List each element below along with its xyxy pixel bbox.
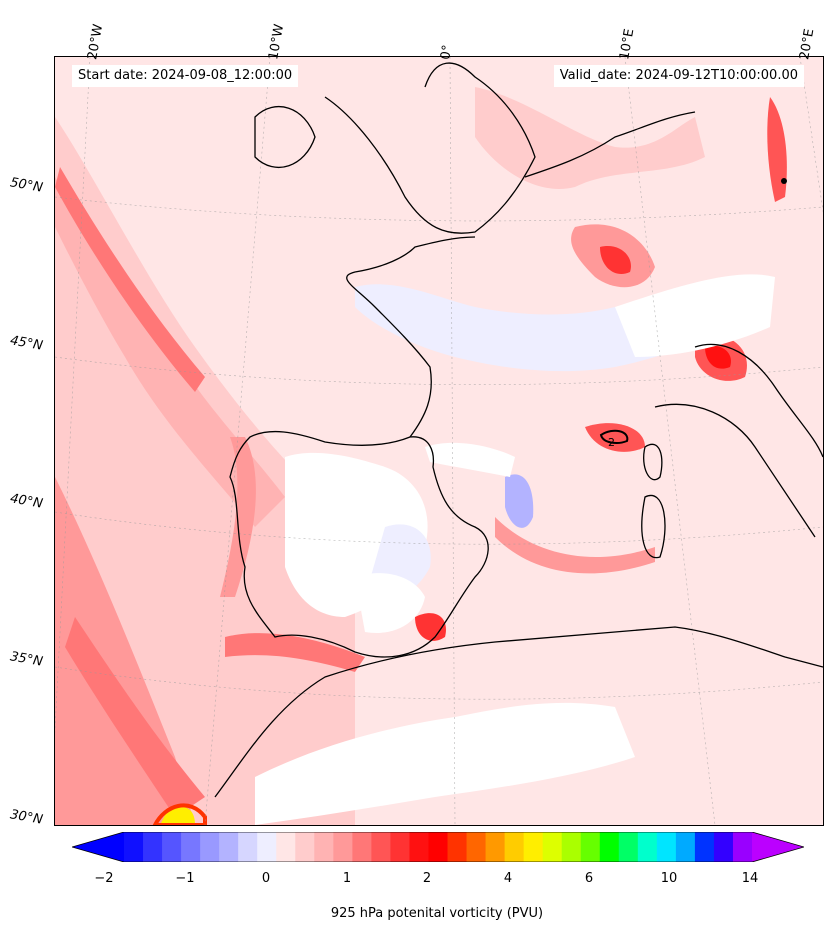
colorbar-segment bbox=[580, 832, 601, 862]
gulf-of-lion-contour bbox=[599, 429, 629, 444]
colorbar-segment bbox=[428, 832, 449, 862]
sardinia-low-pv bbox=[505, 474, 534, 528]
atlantic-south-band bbox=[55, 477, 195, 825]
lat-label-30n: 30°N bbox=[8, 807, 44, 828]
colorbar-segment bbox=[504, 832, 525, 862]
atlantic-pv-streak bbox=[55, 167, 205, 392]
colorbar-segment bbox=[485, 832, 506, 862]
north-sea-blob bbox=[475, 87, 705, 189]
alps-low-pv bbox=[615, 274, 775, 357]
colorbar-tick: 4 bbox=[503, 871, 513, 886]
colorbar-segment bbox=[466, 832, 487, 862]
atlantic-south-core bbox=[65, 617, 205, 817]
pv-map: 2 bbox=[55, 57, 823, 825]
colorbar-segment bbox=[637, 832, 658, 862]
colorbar-segment bbox=[200, 832, 220, 862]
gulf-of-lion-core bbox=[585, 423, 645, 452]
colorbar-segment bbox=[675, 832, 696, 862]
colorbar-segment bbox=[333, 832, 353, 862]
colorbar-under-extension bbox=[72, 832, 124, 862]
colorbar-segment bbox=[713, 832, 734, 862]
colorbar-segment bbox=[599, 832, 620, 862]
colorbar-segment bbox=[390, 832, 410, 862]
north-africa-low-pv bbox=[255, 702, 635, 825]
colorbar-segment bbox=[618, 832, 639, 862]
lon-label-0: 0° bbox=[438, 43, 456, 61]
alps-core-strong bbox=[705, 345, 731, 369]
balearic-band bbox=[495, 517, 655, 574]
colorbar-title: 925 hPa potenital vorticity (PVU) bbox=[330, 906, 544, 921]
coastlines bbox=[214, 62, 823, 798]
colorbar-segment bbox=[656, 832, 677, 862]
colorbar-segment bbox=[352, 832, 372, 862]
sahara-tip-core bbox=[160, 807, 195, 825]
italy-coast bbox=[654, 403, 816, 538]
france-coast bbox=[346, 236, 476, 438]
colorbar-segment bbox=[143, 832, 163, 862]
colorbar-segment bbox=[523, 832, 544, 862]
ireland-coast bbox=[254, 106, 316, 168]
alboran-core bbox=[415, 613, 446, 641]
colorbar-segment bbox=[447, 832, 468, 862]
colorbar-tick: −2 bbox=[94, 871, 114, 886]
start-date-label: Start date: 2024-09-08_12:00:00 bbox=[72, 65, 299, 87]
colorbar-segment bbox=[276, 832, 296, 862]
north-italy-contour bbox=[781, 178, 787, 184]
british-coast bbox=[324, 62, 536, 234]
central-europe-core bbox=[600, 246, 631, 275]
graticule bbox=[55, 57, 823, 825]
colorbar-segment bbox=[694, 832, 715, 862]
colorbar-tick: 6 bbox=[584, 871, 594, 886]
contour-label: 2 bbox=[608, 436, 615, 449]
colorbar-tick: 0 bbox=[261, 871, 271, 886]
colorbar-tick: 14 bbox=[741, 871, 759, 886]
sardinia-coast bbox=[641, 494, 666, 559]
corsica-coast bbox=[643, 443, 663, 481]
gibraltar-band bbox=[225, 633, 365, 672]
colorbar-tick: −1 bbox=[175, 871, 195, 886]
colorbar-tick: 2 bbox=[422, 871, 432, 886]
lat-label-40n: 40°N bbox=[8, 491, 44, 512]
balearic-low-pv bbox=[425, 442, 515, 477]
netherlands-coast bbox=[524, 111, 696, 178]
colorbar-over-extension bbox=[752, 832, 804, 862]
colorbar-segment bbox=[181, 832, 201, 862]
map-panel: 2 bbox=[54, 56, 824, 826]
valid-date-label: Valid_date: 2024-09-12T10:00:00.00 bbox=[553, 65, 804, 87]
colorbar-segment bbox=[561, 832, 582, 862]
lat-label-45n: 45°N bbox=[8, 333, 44, 354]
colorbar-tick: 1 bbox=[342, 871, 352, 886]
north-africa-coast bbox=[214, 626, 823, 798]
colorbar-segment bbox=[219, 832, 239, 862]
north-italy-streak bbox=[767, 97, 787, 202]
sahara-tip-ring bbox=[152, 803, 207, 825]
colorbar-segment bbox=[409, 832, 429, 862]
colorbar-segment bbox=[314, 832, 334, 862]
colorbar-segment bbox=[238, 832, 258, 862]
colorbar-segment bbox=[295, 832, 315, 862]
colorbar-tick: 10 bbox=[660, 871, 678, 886]
colorbar-segment bbox=[732, 832, 753, 862]
colorbar-segment bbox=[162, 832, 182, 862]
spain-east-low-pv bbox=[355, 573, 425, 633]
colorbar-segment bbox=[257, 832, 277, 862]
italy-adriatic-coast bbox=[694, 343, 823, 458]
colorbar-segment bbox=[124, 832, 144, 862]
colorbar bbox=[72, 832, 804, 862]
colorbar-segment bbox=[542, 832, 563, 862]
lat-label-50n: 50°N bbox=[8, 175, 44, 196]
iberia-coast bbox=[229, 430, 489, 658]
lat-label-35n: 35°N bbox=[8, 649, 44, 670]
colorbar-segment bbox=[371, 832, 391, 862]
